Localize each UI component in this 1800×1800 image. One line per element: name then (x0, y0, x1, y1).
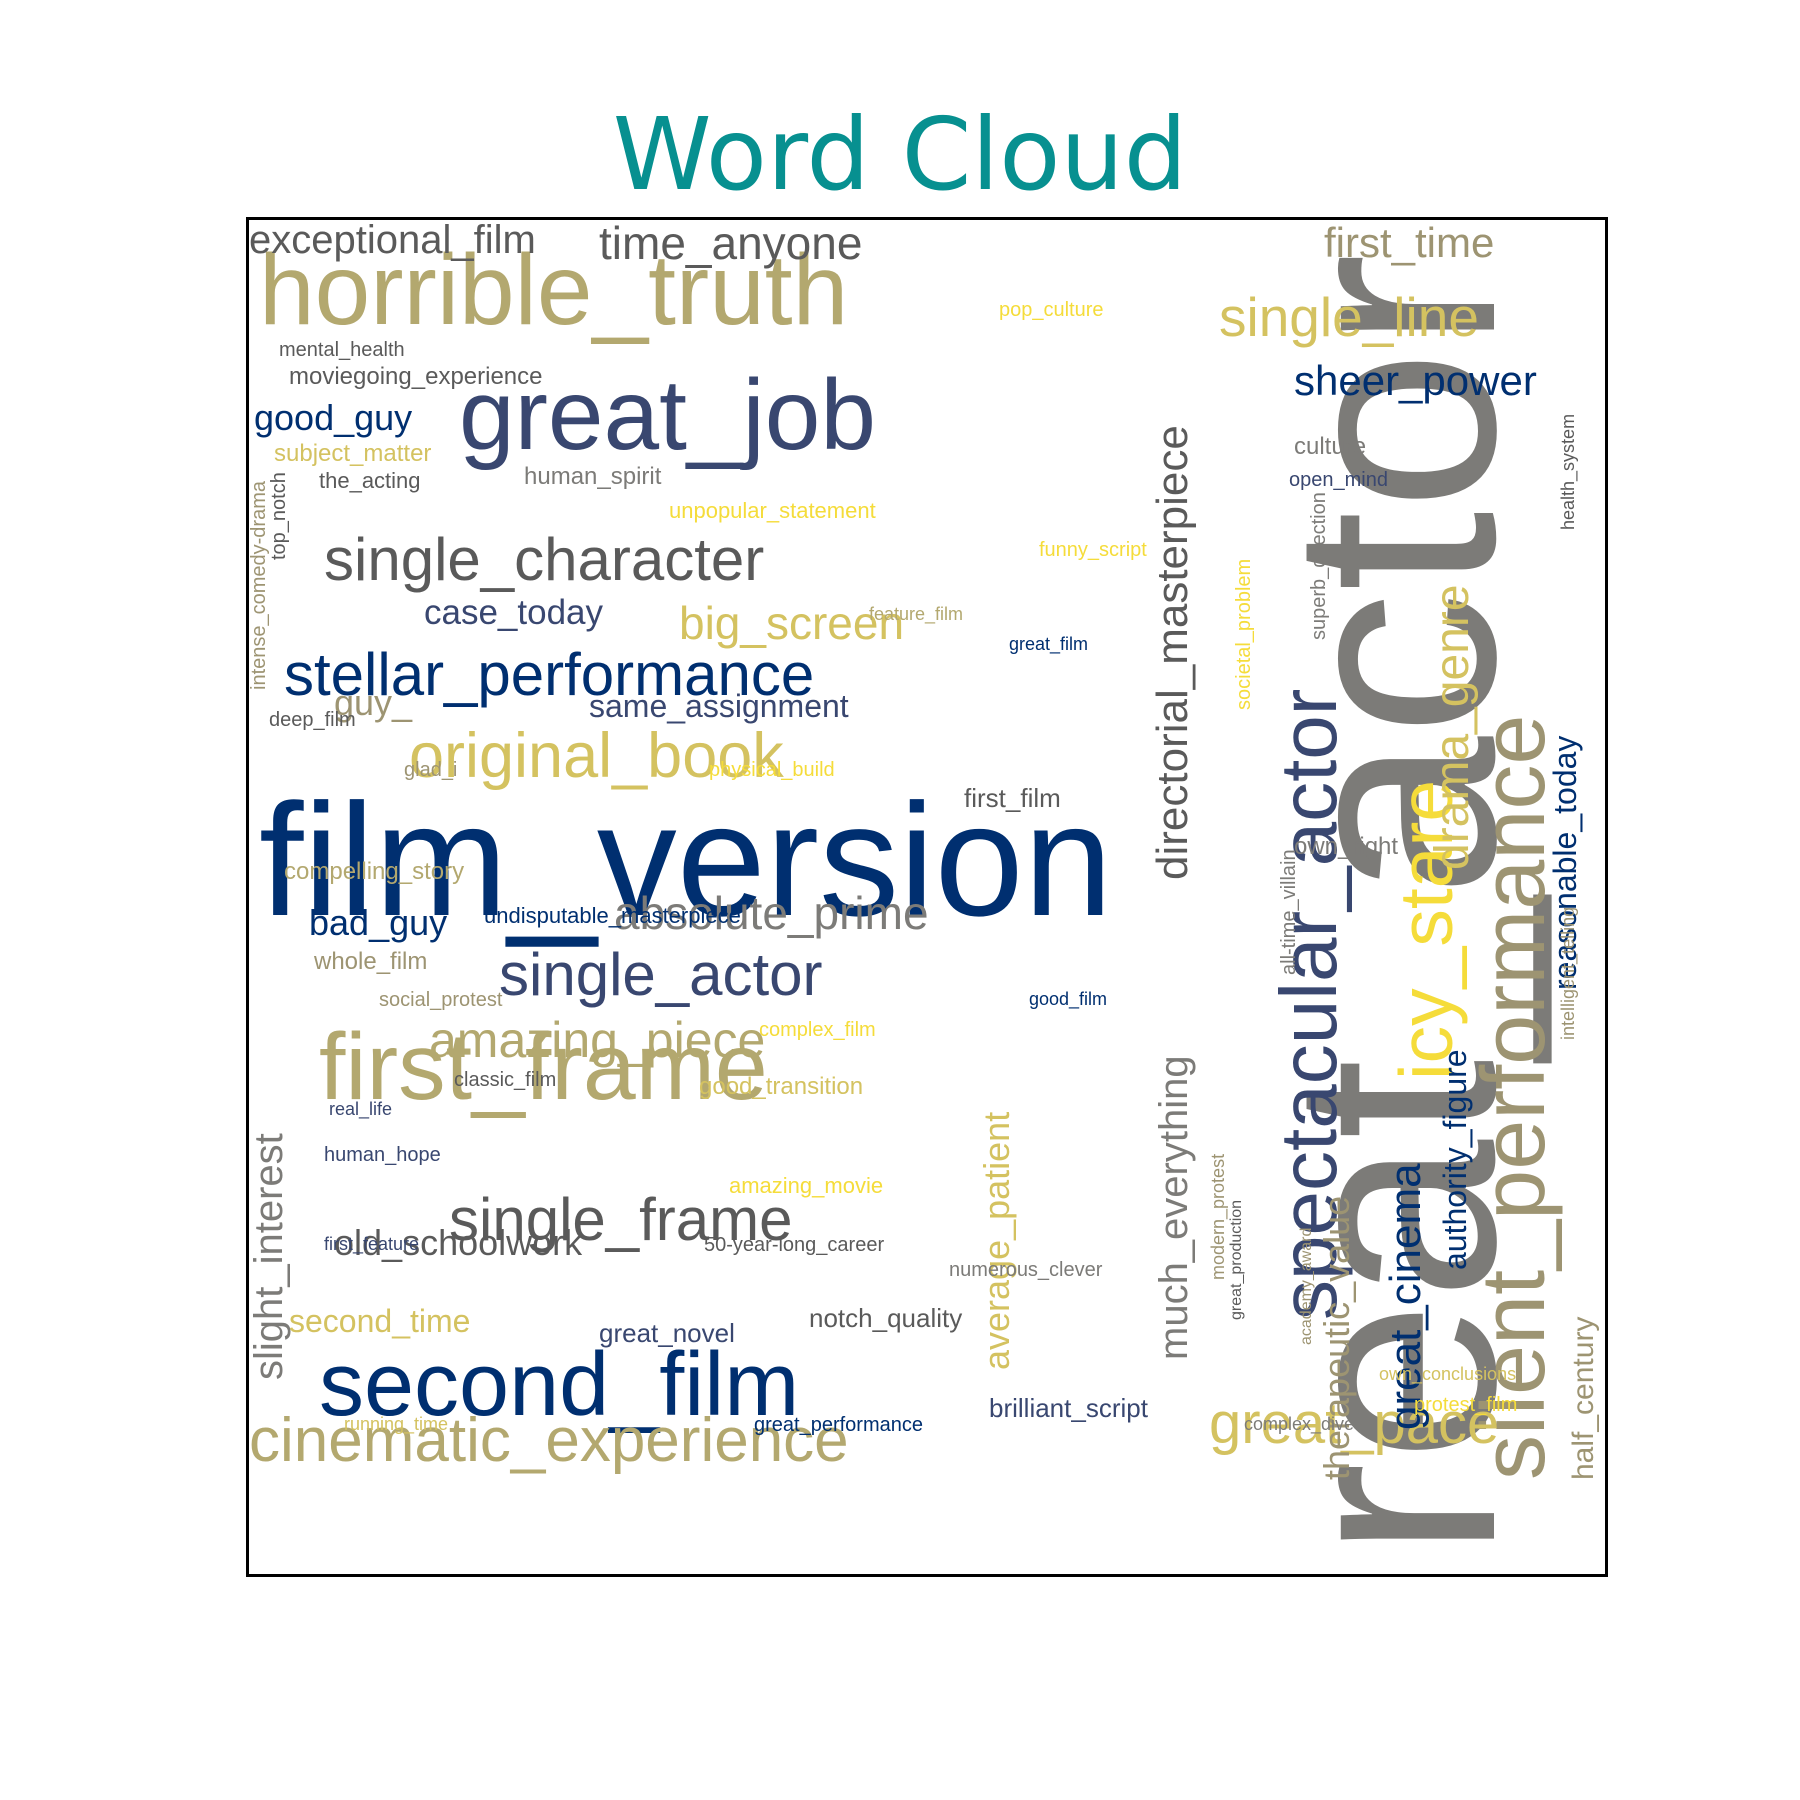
word-old-schoolwork: old_schoolwork (334, 1222, 583, 1263)
word-social-protest: social_protest (379, 989, 503, 1011)
word-moviegoing-experience: moviegoing_experience (289, 363, 543, 390)
word-open-mind: open_mind (1289, 469, 1388, 491)
word-top-notch: top_notch (268, 472, 290, 560)
word-subject-matter: subject_matter (274, 440, 432, 467)
word-protest-film: protest_film (1414, 1394, 1518, 1416)
word-superb-direction: superb_direction (1308, 492, 1330, 640)
word-good-film: good_film (1029, 989, 1108, 1009)
word-pop-culture: pop_culture (999, 299, 1104, 321)
word-great-cinema: great_cinema (1381, 1163, 1430, 1430)
word-all-time-villain: all-time_villain (1278, 849, 1300, 975)
word-first-film: first_film (964, 783, 1061, 813)
word-complex-dive: complex_dive (1244, 1414, 1355, 1434)
word-directorial-masterpiece: directorial_masterpiece (1148, 425, 1197, 880)
word-human-spirit: human_spirit (524, 463, 662, 490)
word-authority-figure: authority_figure (1437, 1049, 1473, 1270)
word-guy: guy_ (334, 682, 413, 723)
word-feature-film: feature_film (869, 604, 964, 624)
word-amazing-piece: amazing_piece (429, 1012, 766, 1068)
word-horrible-truth: horrible_truth (259, 234, 849, 346)
word-the-acting: the_acting (319, 468, 421, 493)
word-film-version: film_version (259, 770, 1113, 949)
word-stellar-performance: stellar_performance (284, 641, 815, 708)
word-original-book: original_book (409, 721, 784, 791)
word-cloud-canvas: great_actor film_version horrible_truth gre… (246, 217, 1608, 1577)
word-much-everything: much_everything (1152, 1055, 1196, 1360)
word-societal-problem: societal_problem (1233, 558, 1255, 710)
word-50-year-long-career: 50-year-long_career (704, 1234, 885, 1256)
word-notch-quality: notch_quality (809, 1303, 963, 1333)
word-whole-film: whole_film (314, 948, 428, 975)
word-cinematic-experience: cinematic_experience (249, 1406, 849, 1475)
word-compelling-story: compelling_story (284, 858, 465, 885)
page-title: Word Cloud (612, 96, 1188, 213)
word-sheer-power: sheer_power (1294, 357, 1537, 404)
word-average-patient: average_patient (976, 1111, 1017, 1370)
word-funny-script: funny_script (1039, 539, 1147, 561)
word-big-screen: big_screen (679, 597, 905, 649)
word-slight-interest: slight_interest (247, 1133, 291, 1380)
word-good-guy: good_guy (254, 397, 413, 438)
word-deep-film: deep_film (269, 709, 356, 731)
word-running-time: running_time (344, 1414, 449, 1434)
word-good-transition: good_transition (699, 1073, 864, 1100)
word-intense-comedy-drama: intense_comedy-drama (248, 481, 270, 690)
word-numerous-clever: numerous_clever (949, 1259, 1103, 1281)
word-undisputable-masterpiece: undisputable_masterpiece (484, 903, 741, 928)
word-complex-film: complex_film (759, 1019, 876, 1041)
word-first-frame: first_frame (319, 1014, 768, 1120)
word-single-frame: single_frame (449, 1186, 793, 1253)
word-amazing-movie: amazing_movie (729, 1173, 884, 1198)
word-great-novel: great_novel (599, 1318, 735, 1348)
word-own-conclusions: own_conclusions (1379, 1364, 1517, 1384)
word-human-hope: human_hope (324, 1144, 441, 1166)
word-real-life: real_life (329, 1099, 393, 1119)
word-great-film: great_film (1009, 634, 1089, 654)
word-first-time: first_time (1324, 219, 1495, 266)
word-health-system: health_system (1558, 413, 1578, 530)
word-exceptional-film: exceptional_film (249, 218, 536, 262)
word-absolute-prime: absolute_prime (614, 887, 929, 939)
word-first-feature: first_feature (324, 1234, 420, 1254)
word-therapeutic-value: therapeutic_value (1316, 1195, 1357, 1480)
word-single-actor: single_actor (499, 941, 823, 1008)
word-great-job: great_job (459, 359, 876, 471)
word-unpopular-statement: unpopular_statement (669, 498, 876, 523)
word-second-film: second_film (319, 1335, 800, 1435)
word-glad-i: glad_i (404, 759, 458, 781)
word-time-anyone: time_anyone (599, 217, 863, 269)
word-modern-protest: modern_protest (1208, 1153, 1228, 1280)
word-single-character: single_character (324, 526, 765, 593)
word-great-performance: great_performance (754, 1414, 923, 1436)
word-same-assignment: same_assignment (589, 688, 849, 724)
word-bad-guy: bad_guy (309, 902, 448, 943)
word-physical-build: physical_build (709, 759, 835, 781)
word-brilliant-script: brilliant_script (989, 1393, 1148, 1423)
word-single-line: single_line (1219, 286, 1479, 348)
word-drama-genre: drama_genre (1426, 584, 1479, 870)
word-second-time: second_time (289, 1303, 471, 1339)
word-half-century: half_century (1567, 1316, 1600, 1480)
word-own-right: own_right (1294, 833, 1399, 860)
word-case-today: case_today (424, 593, 604, 632)
word-mental-health: mental_health (279, 339, 405, 361)
word-academy-award: academy_award (1298, 1227, 1315, 1345)
word-culture: culture (1294, 433, 1367, 460)
word-great-production: great_production (1228, 1199, 1245, 1320)
word-classic-film: classic_film (454, 1069, 557, 1091)
word-intelligent-telling: intelligent_telling (1558, 906, 1578, 1040)
word-great-pace: great_pace (1209, 1391, 1500, 1456)
